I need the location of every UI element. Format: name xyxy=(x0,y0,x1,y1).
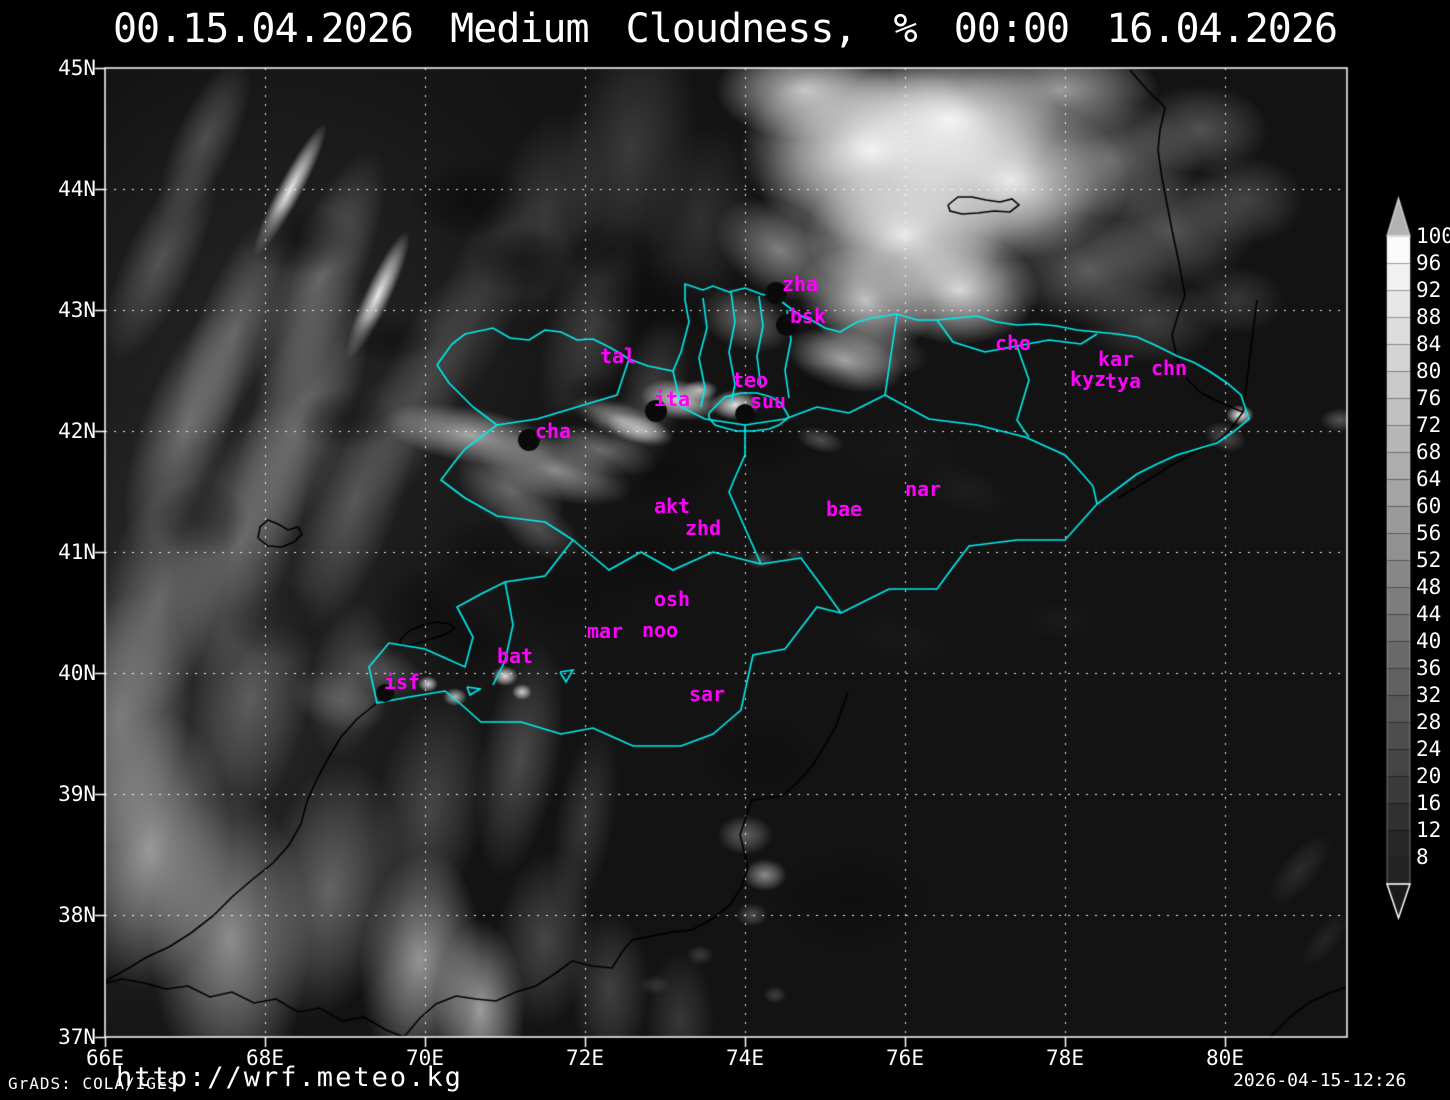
lon-label-72E: 72E xyxy=(566,1046,604,1070)
lon-label-78E: 78E xyxy=(1046,1046,1084,1070)
colorbar-label-24: 24 xyxy=(1416,737,1442,761)
lon-label-74E: 74E xyxy=(726,1046,764,1070)
city-label-bsk: bsk xyxy=(789,303,827,328)
colorbar-label-44: 44 xyxy=(1416,602,1442,626)
city-label-suu: suu xyxy=(749,388,787,413)
lat-label-43N: 43N xyxy=(58,298,96,322)
colorbar-label-60: 60 xyxy=(1416,494,1442,518)
city-label-zhd: zhd xyxy=(684,515,722,540)
city-label-mar: mar xyxy=(586,618,624,643)
colorbar-label-84: 84 xyxy=(1416,332,1442,356)
colorbar-label-64: 64 xyxy=(1416,467,1442,491)
lat-label-44N: 44N xyxy=(58,177,96,201)
lon-label-76E: 76E xyxy=(886,1046,924,1070)
lat-label-38N: 38N xyxy=(58,903,96,927)
city-label-chn: chn xyxy=(1150,355,1188,380)
colorbar-label-16: 16 xyxy=(1416,791,1442,815)
lon-label-68E: 68E xyxy=(246,1046,284,1070)
city-label-noo: noo xyxy=(641,617,679,642)
source-url: http://wrf.meteo.kg xyxy=(116,1062,463,1093)
city-label-osh: osh xyxy=(653,586,691,611)
lon-label-70E: 70E xyxy=(406,1046,444,1070)
colorbar-label-88: 88 xyxy=(1416,305,1442,329)
colorbar-label-32: 32 xyxy=(1416,683,1442,707)
colorbar-label-36: 36 xyxy=(1416,656,1442,680)
city-label-kar: kar xyxy=(1097,346,1135,371)
lat-label-45N: 45N xyxy=(58,56,96,80)
colorbar-label-80: 80 xyxy=(1416,359,1442,383)
colorbar-label-28: 28 xyxy=(1416,710,1442,734)
colorbar-label-20: 20 xyxy=(1416,764,1442,788)
map-title: 00.15.04.2026 Medium Cloudness, % 00:00 … xyxy=(112,6,1338,52)
city-label-zha: zha xyxy=(781,271,819,296)
lat-label-41N: 41N xyxy=(58,540,96,564)
colorbar-label-40: 40 xyxy=(1416,629,1442,653)
city-label-cho: cho xyxy=(994,330,1032,355)
colorbar-label-56: 56 xyxy=(1416,521,1442,545)
generation-timestamp: 2026-04-15-12:26 xyxy=(1233,1070,1407,1091)
city-label-tal: tal xyxy=(599,343,637,368)
lat-label-39N: 39N xyxy=(58,782,96,806)
colorbar-label-76: 76 xyxy=(1416,386,1442,410)
colorbar-label-92: 92 xyxy=(1416,278,1442,302)
colorbar-label-96: 96 xyxy=(1416,251,1442,275)
city-label-isf: isf xyxy=(383,669,421,694)
lat-label-42N: 42N xyxy=(58,419,96,443)
city-label-akt: akt xyxy=(653,493,691,518)
city-label-kyz: kyz xyxy=(1069,366,1107,391)
grads-credit: GrADS: COLA/IGES xyxy=(8,1074,179,1093)
colorbar-label-48: 48 xyxy=(1416,575,1442,599)
lat-label-37N: 37N xyxy=(58,1025,96,1049)
city-label-tya: tya xyxy=(1104,368,1142,393)
city-label-bae: bae xyxy=(825,496,863,521)
colorbar-label-68: 68 xyxy=(1416,440,1442,464)
colorbar-label-12: 12 xyxy=(1416,818,1442,842)
colorbar-label-100: 100 xyxy=(1416,224,1450,248)
colorbar-label-8: 8 xyxy=(1416,845,1429,869)
lon-label-80E: 80E xyxy=(1206,1046,1244,1070)
colorbar-label-52: 52 xyxy=(1416,548,1442,572)
city-label-ita: ita xyxy=(653,386,691,411)
city-label-bat: bat xyxy=(496,643,534,668)
lon-label-66E: 66E xyxy=(86,1046,124,1070)
city-label-nar: nar xyxy=(904,476,942,501)
lat-label-40N: 40N xyxy=(58,661,96,685)
city-label-sar: sar xyxy=(688,681,726,706)
city-label-cha: cha xyxy=(534,418,572,443)
city-label-teo: teo xyxy=(731,367,769,392)
colorbar-label-72: 72 xyxy=(1416,413,1442,437)
